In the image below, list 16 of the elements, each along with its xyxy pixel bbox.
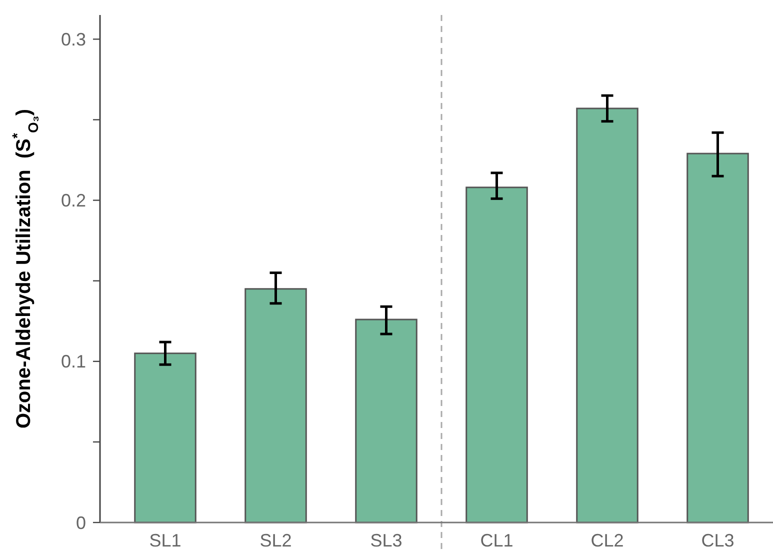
y-tick-label: 0.1 (60, 352, 86, 372)
bar (134, 352, 196, 524)
bar (576, 108, 638, 524)
x-tick-label: CL2 (590, 530, 624, 550)
x-tick-label: SL2 (260, 530, 292, 550)
y-tick-label: 0 (76, 512, 86, 533)
x-tick-label: SL1 (149, 530, 182, 550)
bar (466, 186, 528, 524)
bar (244, 288, 307, 524)
bar (355, 318, 418, 524)
x-tick-label: SL3 (370, 530, 402, 550)
x-tick-label: CL1 (480, 530, 514, 550)
y-tick-label: 0.3 (60, 29, 86, 50)
x-tick-label: CL3 (701, 530, 734, 550)
bar (686, 152, 749, 524)
y-tick-label: 0.2 (60, 190, 86, 211)
